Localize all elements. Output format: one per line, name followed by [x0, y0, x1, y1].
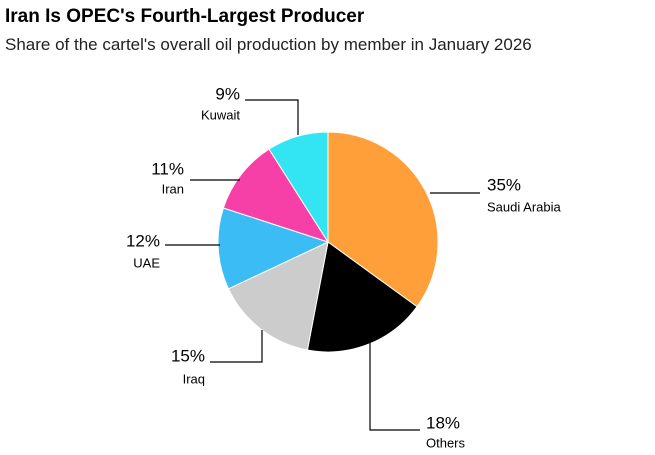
- category-label: Iran: [162, 181, 184, 196]
- value-label: 9%: [215, 84, 240, 103]
- chart-subtitle: Share of the cartel's overall oil produc…: [5, 35, 532, 54]
- value-label: 12%: [126, 231, 160, 250]
- category-label: UAE: [133, 255, 160, 270]
- pie-slice: [222, 148, 330, 243]
- value-label: 18%: [426, 413, 460, 432]
- pie-slice: [217, 207, 330, 290]
- category-label: Kuwait: [201, 107, 240, 122]
- category-label: Saudi Arabia: [487, 199, 561, 214]
- leader-line: [210, 330, 263, 363]
- pie-slice: [327, 131, 439, 308]
- pie-slice: [227, 241, 329, 351]
- value-label: 11%: [151, 159, 184, 178]
- value-label: 15%: [171, 346, 205, 365]
- pie-slice: [268, 131, 329, 244]
- leader-line: [245, 99, 299, 135]
- category-label: Others: [426, 435, 466, 450]
- value-label: 35%: [487, 175, 521, 194]
- pie-slice: [306, 241, 418, 353]
- category-label: Iraq: [183, 371, 205, 386]
- chart-title: Iran Is OPEC's Fourth-Largest Producer: [5, 6, 365, 27]
- leader-line: [369, 330, 420, 431]
